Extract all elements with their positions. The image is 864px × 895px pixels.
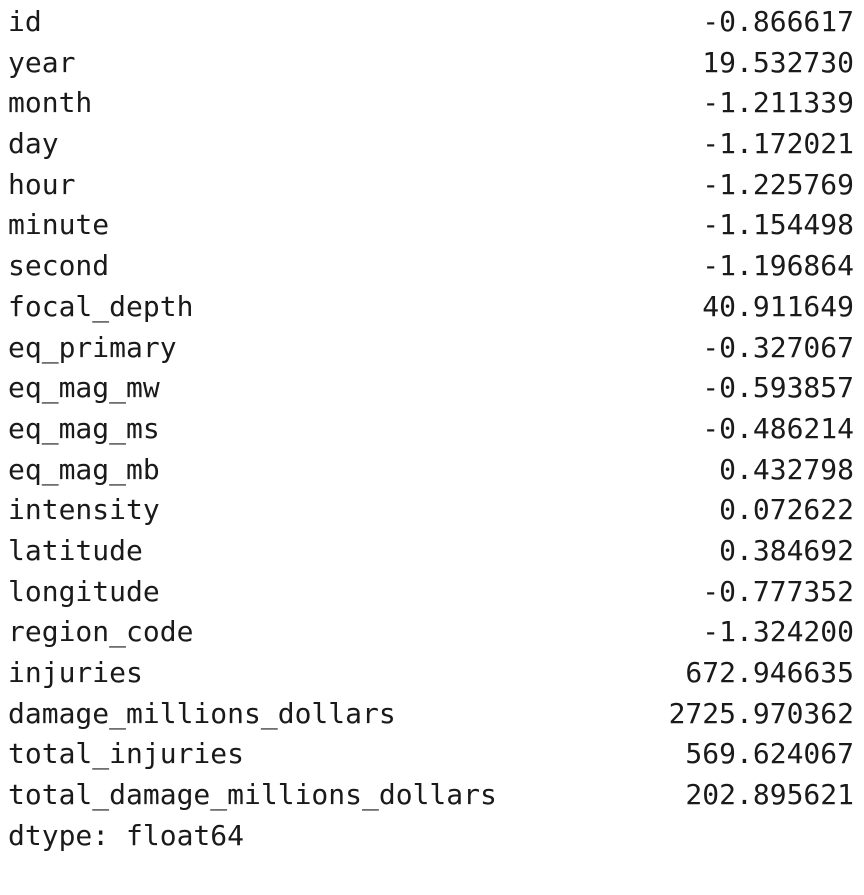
series-row: focal_depth 40.911649 — [8, 287, 854, 328]
row-value: 569.624067 — [685, 737, 854, 771]
row-value: 0.432798 — [719, 452, 854, 486]
row-index-label: hour — [8, 167, 76, 201]
row-value: 202.895621 — [685, 778, 854, 812]
row-index-label: region_code — [8, 615, 194, 649]
row-value: -1.225769 — [702, 167, 854, 201]
row-value: -0.486214 — [702, 411, 854, 445]
series-row: id -0.866617 — [8, 2, 854, 43]
row-index-label: longitude — [8, 574, 160, 608]
row-value: -1.172021 — [702, 127, 854, 161]
row-index-label: intensity — [8, 493, 160, 527]
row-value: -0.866617 — [702, 5, 854, 38]
row-index-label: eq_mag_mw — [8, 371, 160, 405]
row-value: -0.777352 — [702, 574, 854, 608]
row-index-label: total_injuries — [8, 737, 245, 771]
row-index-label: eq_mag_ms — [8, 411, 160, 445]
row-index-label: id — [8, 5, 42, 38]
row-index-label: eq_primary — [8, 330, 177, 364]
row-index-label: minute — [8, 208, 110, 242]
series-row: total_damage_millions_dollars 202.895621 — [8, 775, 854, 816]
row-value: 672.946635 — [685, 656, 854, 689]
row-value: -0.593857 — [702, 371, 854, 405]
row-value: -1.211339 — [702, 86, 854, 120]
row-index-label: month — [8, 86, 93, 120]
series-row: eq_mag_ms -0.486214 — [8, 409, 854, 450]
row-value: -1.154498 — [702, 208, 854, 242]
row-value: 2725.970362 — [668, 696, 854, 730]
row-index-label: injuries — [8, 656, 143, 689]
series-row: day -1.172021 — [8, 124, 854, 165]
series-row: year 19.532730 — [8, 43, 854, 84]
series-row: second -1.196864 — [8, 246, 854, 287]
row-value: 40.911649 — [702, 289, 854, 323]
row-index-label: damage_millions_dollars — [8, 696, 396, 730]
row-index-label: day — [8, 127, 59, 161]
series-output: id -0.866617 year 19.532730 month -1.211339… — [8, 2, 854, 856]
series-row: intensity 0.072622 — [8, 490, 854, 531]
row-value: -1.196864 — [702, 249, 854, 283]
series-row: longitude -0.777352 — [8, 572, 854, 613]
series-row: eq_primary -0.327067 — [8, 328, 854, 369]
series-row: injuries 672.946635 — [8, 653, 854, 694]
row-index-label: eq_mag_mb — [8, 452, 160, 486]
row-value: -1.324200 — [702, 615, 854, 649]
series-row: minute -1.154498 — [8, 205, 854, 246]
row-value: 0.384692 — [719, 533, 854, 567]
series-row: eq_mag_mw -0.593857 — [8, 368, 854, 409]
row-value: 0.072622 — [719, 493, 854, 527]
row-value: 19.532730 — [702, 45, 854, 79]
series-row: total_injuries 569.624067 — [8, 734, 854, 775]
dtype-footer: dtype: float64 — [8, 818, 245, 852]
series-row: eq_mag_mb 0.432798 — [8, 450, 854, 491]
row-index-label: total_damage_millions_dollars — [8, 778, 497, 812]
series-row: damage_millions_dollars 2725.970362 — [8, 694, 854, 735]
row-index-label: second — [8, 249, 110, 283]
series-row: region_code -1.324200 — [8, 612, 854, 653]
row-index-label: year — [8, 45, 76, 79]
row-value: -0.327067 — [702, 330, 854, 364]
row-index-label: latitude — [8, 533, 143, 567]
series-row: latitude 0.384692 — [8, 531, 854, 572]
series-row: month -1.211339 — [8, 83, 854, 124]
series-row: hour -1.225769 — [8, 165, 854, 206]
row-index-label: focal_depth — [8, 289, 194, 323]
